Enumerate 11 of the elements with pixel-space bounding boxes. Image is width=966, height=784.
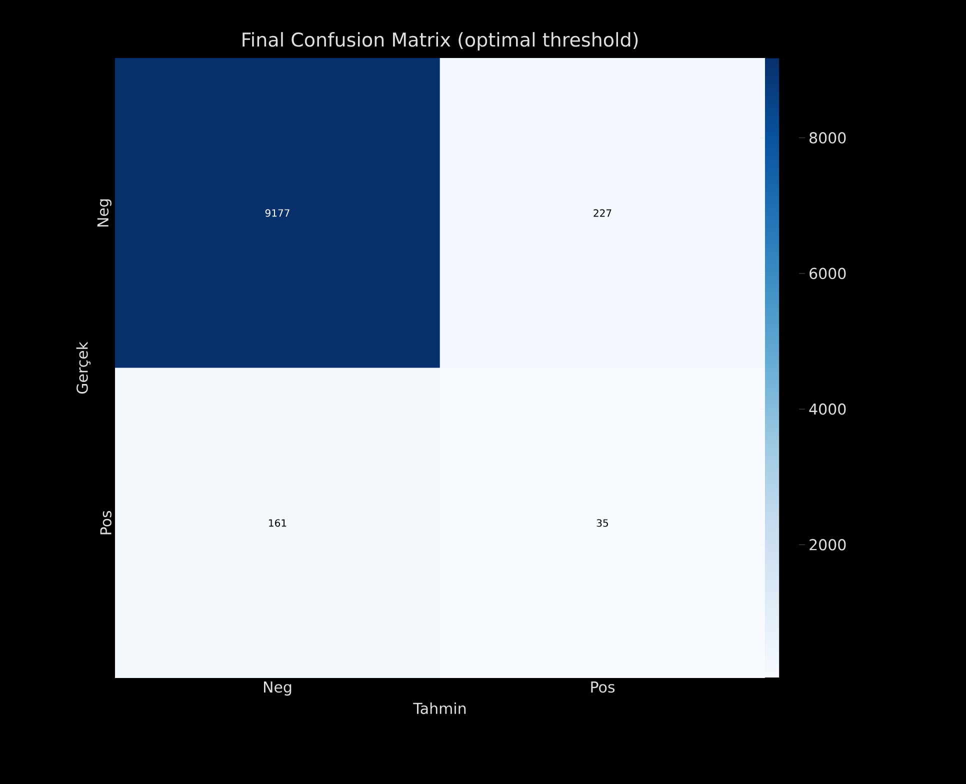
data-label: 227 — [594, 209, 612, 217]
x-axis-title: Tahmin — [413, 702, 466, 714]
data-label: 35 — [596, 519, 608, 527]
color-bar-label: 4000 — [809, 403, 846, 415]
chart-title: Final Confusion Matrix (optimal threshold) — [242, 32, 638, 50]
data-label: 9177 — [265, 209, 290, 217]
y-axis-title: Gerçek — [76, 342, 91, 394]
color-bar-label: 6000 — [810, 268, 846, 280]
color-bar-label: 2000 — [810, 539, 846, 550]
color-bar-label: 8000 — [810, 132, 846, 144]
data-label: 161 — [269, 519, 286, 527]
